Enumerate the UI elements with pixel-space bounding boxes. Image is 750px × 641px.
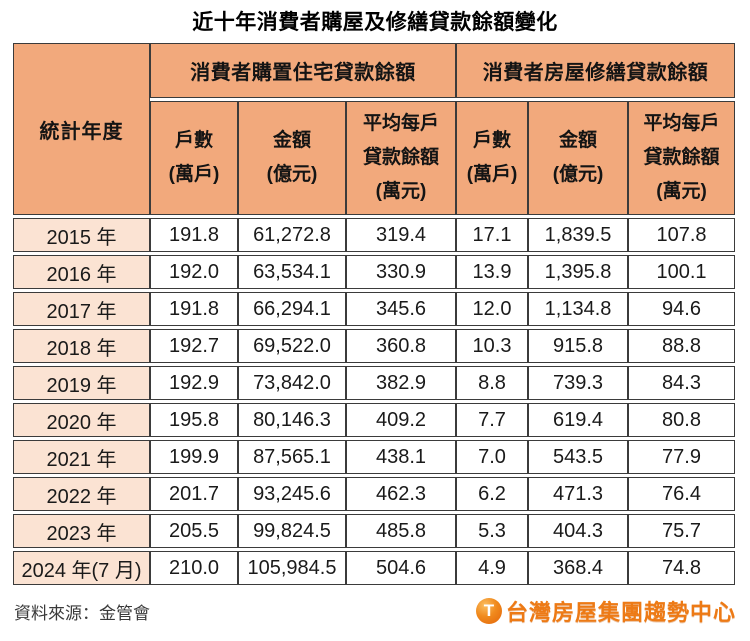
col-header-average-2: 平均每戶 貸款餘額 (萬元): [628, 101, 736, 215]
year-cell: 2017 年: [13, 292, 150, 326]
header-row-columns: 戶數 (萬戶) 金額 (億元) 平均每戶 貸款餘額 (萬元) 戶數 (萬戶) 金…: [13, 101, 736, 215]
year-cell: 2024 年(7 月): [13, 551, 150, 585]
data-cell: 6.2: [456, 477, 529, 511]
data-cell: 63,534.1: [238, 255, 346, 289]
data-cell: 105,984.5: [238, 551, 346, 585]
data-cell: 13.9: [456, 255, 529, 289]
data-cell: 438.1: [346, 440, 457, 474]
data-cell: 7.7: [456, 403, 529, 437]
year-cell: 2019 年: [13, 366, 150, 400]
data-cell: 192.0: [150, 255, 238, 289]
data-cell: 74.8: [628, 551, 736, 585]
logo-text: 台灣房屋集團趨勢中心: [505, 600, 736, 625]
data-cell: 77.9: [628, 440, 736, 474]
col-header-households-2: 戶數 (萬戶): [456, 101, 529, 215]
col-header-households-1: 戶數 (萬戶): [150, 101, 238, 215]
footer: 資料來源：金管會 T 台灣房屋集團趨勢中心: [14, 595, 736, 627]
year-cell: 2018 年: [13, 329, 150, 363]
data-cell: 404.3: [528, 514, 629, 548]
data-cell: 319.4: [346, 218, 457, 252]
data-cell: 330.9: [346, 255, 457, 289]
data-cell: 4.9: [456, 551, 529, 585]
data-cell: 199.9: [150, 440, 238, 474]
table-row: 2022 年 201.7 93,245.6 462.3 6.2 471.3 76…: [13, 477, 736, 511]
data-cell: 210.0: [150, 551, 238, 585]
year-cell: 2022 年: [13, 477, 150, 511]
data-cell: 69,522.0: [238, 329, 346, 363]
data-cell: 93,245.6: [238, 477, 346, 511]
data-cell: 75.7: [628, 514, 736, 548]
data-cell: 619.4: [528, 403, 629, 437]
data-cell: 107.8: [628, 218, 736, 252]
table-row: 2023 年 205.5 99,824.5 485.8 5.3 404.3 75…: [13, 514, 736, 548]
data-cell: 345.6: [346, 292, 457, 326]
data-cell: 543.5: [528, 440, 629, 474]
group-header-renovation: 消費者房屋修繕貸款餘額: [456, 43, 736, 98]
table-row: 2015 年 191.8 61,272.8 319.4 17.1 1,839.5…: [13, 218, 736, 252]
data-cell: 485.8: [346, 514, 457, 548]
data-cell: 94.6: [628, 292, 736, 326]
data-cell: 462.3: [346, 477, 457, 511]
data-cell: 201.7: [150, 477, 238, 511]
data-cell: 1,134.8: [528, 292, 629, 326]
data-cell: 1,839.5: [528, 218, 629, 252]
data-cell: 76.4: [628, 477, 736, 511]
data-cell: 192.7: [150, 329, 238, 363]
year-cell: 2023 年: [13, 514, 150, 548]
col-header-amount-1: 金額 (億元): [238, 101, 346, 215]
col-header-amount-2: 金額 (億元): [528, 101, 629, 215]
header-row-groups: 統計年度 消費者購置住宅貸款餘額 消費者房屋修繕貸款餘額: [13, 43, 736, 215]
table-row: 2019 年 192.9 73,842.0 382.9 8.8 739.3 84…: [13, 366, 736, 400]
data-cell: 80,146.3: [238, 403, 346, 437]
data-cell: 87,565.1: [238, 440, 346, 474]
loan-balance-table: 統計年度 消費者購置住宅貸款餘額 消費者房屋修繕貸款餘額 戶數 (萬戶) 金額 …: [13, 40, 736, 588]
data-cell: 205.5: [150, 514, 238, 548]
year-cell: 2016 年: [13, 255, 150, 289]
table-row: 2024 年(7 月) 210.0 105,984.5 504.6 4.9 36…: [13, 551, 736, 585]
group-header-purchase: 消費者購置住宅貸款餘額: [150, 43, 457, 98]
taiwan-housing-logo: T 台灣房屋集團趨勢中心: [475, 595, 736, 627]
table-row: 2018 年 192.7 69,522.0 360.8 10.3 915.8 8…: [13, 329, 736, 363]
data-cell: 191.8: [150, 292, 238, 326]
data-cell: 192.9: [150, 366, 238, 400]
data-cell: 100.1: [628, 255, 736, 289]
data-cell: 5.3: [456, 514, 529, 548]
corner-header-year: 統計年度: [13, 43, 150, 215]
data-cell: 915.8: [528, 329, 629, 363]
data-cell: 66,294.1: [238, 292, 346, 326]
data-cell: 88.8: [628, 329, 736, 363]
data-cell: 409.2: [346, 403, 457, 437]
table-row: 2021 年 199.9 87,565.1 438.1 7.0 543.5 77…: [13, 440, 736, 474]
data-cell: 10.3: [456, 329, 529, 363]
table-row: 2020 年 195.8 80,146.3 409.2 7.7 619.4 80…: [13, 403, 736, 437]
data-cell: 191.8: [150, 218, 238, 252]
data-cell: 73,842.0: [238, 366, 346, 400]
year-cell: 2015 年: [13, 218, 150, 252]
data-cell: 1,395.8: [528, 255, 629, 289]
page: 近十年消費者購屋及修繕貸款餘額變化 統計年度 消費者購置住宅貸款餘額 消費者房屋…: [0, 6, 750, 627]
data-cell: 360.8: [346, 329, 457, 363]
data-cell: 84.3: [628, 366, 736, 400]
table-row: 2016 年 192.0 63,534.1 330.9 13.9 1,395.8…: [13, 255, 736, 289]
data-cell: 99,824.5: [238, 514, 346, 548]
data-cell: 504.6: [346, 551, 457, 585]
data-cell: 7.0: [456, 440, 529, 474]
data-cell: 12.0: [456, 292, 529, 326]
year-cell: 2020 年: [13, 403, 150, 437]
col-header-average-1: 平均每戶 貸款餘額 (萬元): [346, 101, 457, 215]
data-cell: 739.3: [528, 366, 629, 400]
data-cell: 471.3: [528, 477, 629, 511]
data-cell: 17.1: [456, 218, 529, 252]
data-cell: 8.8: [456, 366, 529, 400]
page-title: 近十年消費者購屋及修繕貸款餘額變化: [192, 11, 558, 34]
logo-circle-icon: T: [475, 598, 502, 624]
data-cell: 368.4: [528, 551, 629, 585]
data-cell: 195.8: [150, 403, 238, 437]
data-cell: 80.8: [628, 403, 736, 437]
table-row: 2017 年 191.8 66,294.1 345.6 12.0 1,134.8…: [13, 292, 736, 326]
data-cell: 382.9: [346, 366, 457, 400]
year-cell: 2021 年: [13, 440, 150, 474]
data-cell: 61,272.8: [238, 218, 346, 252]
data-source-label: 資料來源：金管會: [14, 603, 150, 623]
